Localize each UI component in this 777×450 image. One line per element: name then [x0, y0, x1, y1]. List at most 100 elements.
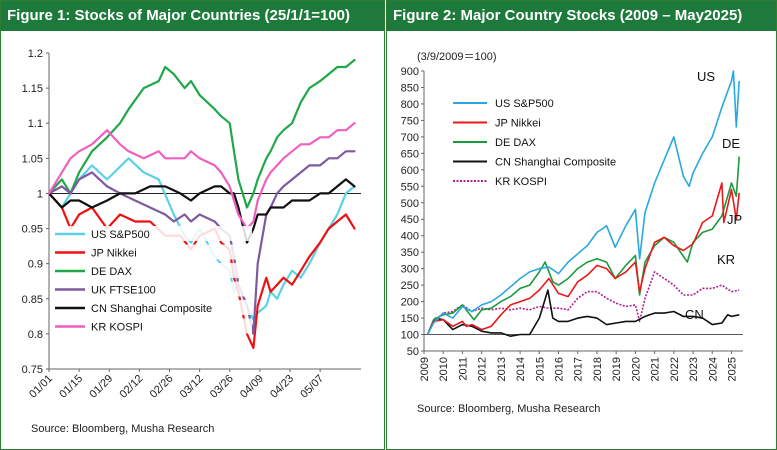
x-tick-label: 2015 — [534, 357, 546, 381]
x-tick-label: 2021 — [650, 357, 662, 381]
legend-bg — [52, 318, 252, 334]
legend-bg — [52, 300, 252, 315]
x-tick-label: 2009 — [419, 357, 431, 381]
legend-label-jp-nikkei: JP Nikkei — [91, 248, 137, 260]
x-tick-label: 03/26 — [208, 373, 236, 401]
y-tick-label: 1.05 — [22, 153, 43, 165]
y-tick-label: 900 — [401, 66, 419, 78]
end-label-us: US — [697, 69, 715, 84]
y-tick-label: 650 — [401, 148, 419, 160]
y-tick-label: 0.85 — [22, 294, 43, 306]
y-tick-label: 1.1 — [28, 118, 43, 130]
series-line-kr-kospi — [47, 122, 356, 230]
y-tick-label: 550 — [401, 181, 419, 193]
legend-label-us-s-p500: US S&P500 — [495, 98, 554, 110]
x-tick-label: 2020 — [630, 357, 642, 381]
figure-2-unit-note: (3/9/2009＝100) — [417, 51, 497, 63]
x-tick-label: 04/23 — [268, 373, 296, 401]
end-label-de: DE — [722, 136, 740, 151]
legend-label-us-s-p500: US S&P500 — [91, 229, 150, 241]
y-tick-label: 1.15 — [22, 83, 43, 95]
y-tick-label: 700 — [401, 132, 419, 144]
figure-2-chart: 50 100 150 200 250 300 350 400 450 500 550 600 650 70… — [401, 66, 743, 381]
y-tick-label: 350 — [401, 247, 419, 259]
x-tick-label: 2014 — [515, 357, 527, 381]
y-tick-label: 500 — [401, 198, 419, 210]
figure-2-body: 50 100 150 200 250 300 350 400 450 500 550 600 650 70… — [387, 31, 776, 449]
figure-2-legend: US S&P500 JP Nikkei DE DAX CN Shanghai Comp… — [453, 98, 616, 188]
figure-2-axes: 50 100 150 200 250 300 350 400 450 500 550 600 650 70… — [401, 66, 743, 381]
x-tick-label: 2012 — [477, 357, 489, 381]
x-tick-label: 2011 — [457, 357, 469, 381]
x-tick-label: 02/12 — [118, 373, 146, 401]
end-label-cn: CN — [685, 307, 704, 322]
figure-1-title: Figure 1: Stocks of Major Countries (25/… — [1, 1, 384, 31]
figure-2-title: Figure 2: Major Country Stocks (2009 – M… — [387, 1, 776, 31]
legend-bg — [52, 226, 252, 241]
y-tick-label: 750 — [401, 115, 419, 127]
y-tick-label: 400 — [401, 231, 419, 243]
legend-label-de-dax: DE DAX — [495, 137, 537, 149]
y-tick-label: 1 — [37, 188, 43, 200]
y-tick-label: 100 — [401, 330, 419, 342]
y-tick-label: 300 — [401, 264, 419, 276]
x-tick-label: 2025 — [726, 357, 738, 381]
y-tick-label: 1.2 — [28, 48, 43, 60]
x-tick-label: 04/09 — [238, 373, 266, 401]
legend-label-de-dax: DE DAX — [91, 266, 133, 278]
end-label-jp: JP — [727, 212, 742, 227]
y-tick-label: 850 — [401, 82, 419, 94]
y-tick-label: 150 — [401, 313, 419, 325]
x-tick-label: 02/26 — [148, 373, 176, 401]
x-tick-label: 2023 — [688, 357, 700, 381]
legend-label-cn-shanghai-composite: CN Shanghai Composite — [91, 303, 212, 315]
figure-1-body: 0.75 0.8 0.85 0.9 0.95 1 1.05 1.1 1.15 1.2 01/01 01… — [1, 31, 384, 449]
x-tick-label: 03/12 — [178, 373, 206, 401]
legend-label-uk-ftse100: UK FTSE100 — [91, 285, 156, 297]
figure-1-panel: Figure 1: Stocks of Major Countries (25/… — [0, 0, 385, 450]
y-tick-label: 0.75 — [22, 364, 43, 376]
end-label-kr: KR — [717, 252, 735, 267]
legend-bg — [52, 263, 252, 278]
x-tick-label: 2013 — [496, 357, 508, 381]
x-tick-label: 2018 — [592, 357, 604, 381]
legend-label-kr-kospi: KR KOSPI — [495, 176, 547, 188]
x-tick-label: 2017 — [573, 357, 585, 381]
legend-label-jp-nikkei: JP Nikkei — [495, 118, 541, 130]
x-tick-label: 2019 — [611, 357, 623, 381]
x-tick-label: 2024 — [707, 357, 719, 381]
y-tick-label: 0.95 — [22, 224, 43, 236]
series-line-cn-shanghai-composite — [47, 178, 356, 244]
y-tick-label: 450 — [401, 214, 419, 226]
y-tick-label: 200 — [401, 297, 419, 309]
y-tick-label: 600 — [401, 165, 419, 177]
x-tick-label: 2016 — [554, 357, 566, 381]
series-line-kr-kospi — [426, 271, 740, 335]
x-tick-label: 01/29 — [87, 373, 115, 401]
figure-1-legend: US S&P500 JP Nikkei DE DAX UK FTSE100 CN Sha… — [52, 226, 252, 334]
legend-bg — [52, 281, 252, 297]
y-tick-label: 0.9 — [28, 259, 43, 271]
figure-2-end-labels: US JP DE CN KR — [685, 69, 742, 322]
x-tick-label: 01/01 — [27, 373, 55, 401]
y-tick-label: 250 — [401, 280, 419, 292]
series-line-cn-shanghai-composite — [426, 289, 740, 338]
series-line-jp-nikkei — [426, 182, 740, 335]
x-tick-label: 2010 — [438, 357, 450, 381]
y-tick-label: 800 — [401, 99, 419, 111]
legend-label-cn-shanghai-composite: CN Shanghai Composite — [495, 157, 616, 169]
figure-1-source: Source: Bloomberg, Musha Research — [31, 423, 215, 435]
y-tick-label: 50 — [407, 346, 419, 358]
legend-bg — [52, 244, 252, 260]
figure-2-panel: Figure 2: Major Country Stocks (2009 – M… — [386, 0, 777, 450]
y-tick-label: 0.8 — [28, 329, 43, 341]
x-tick-label: 2022 — [669, 357, 681, 381]
figure-2-lines — [426, 70, 740, 338]
figure-2-source: Source: Bloomberg, Musha Research — [417, 403, 601, 415]
series-line-de-dax — [47, 58, 356, 209]
x-tick-label: 05/07 — [298, 373, 326, 401]
series-line-us-s-p500 — [426, 70, 740, 335]
x-tick-label: 01/15 — [57, 373, 85, 401]
legend-label-kr-kospi: KR KOSPI — [91, 322, 143, 334]
